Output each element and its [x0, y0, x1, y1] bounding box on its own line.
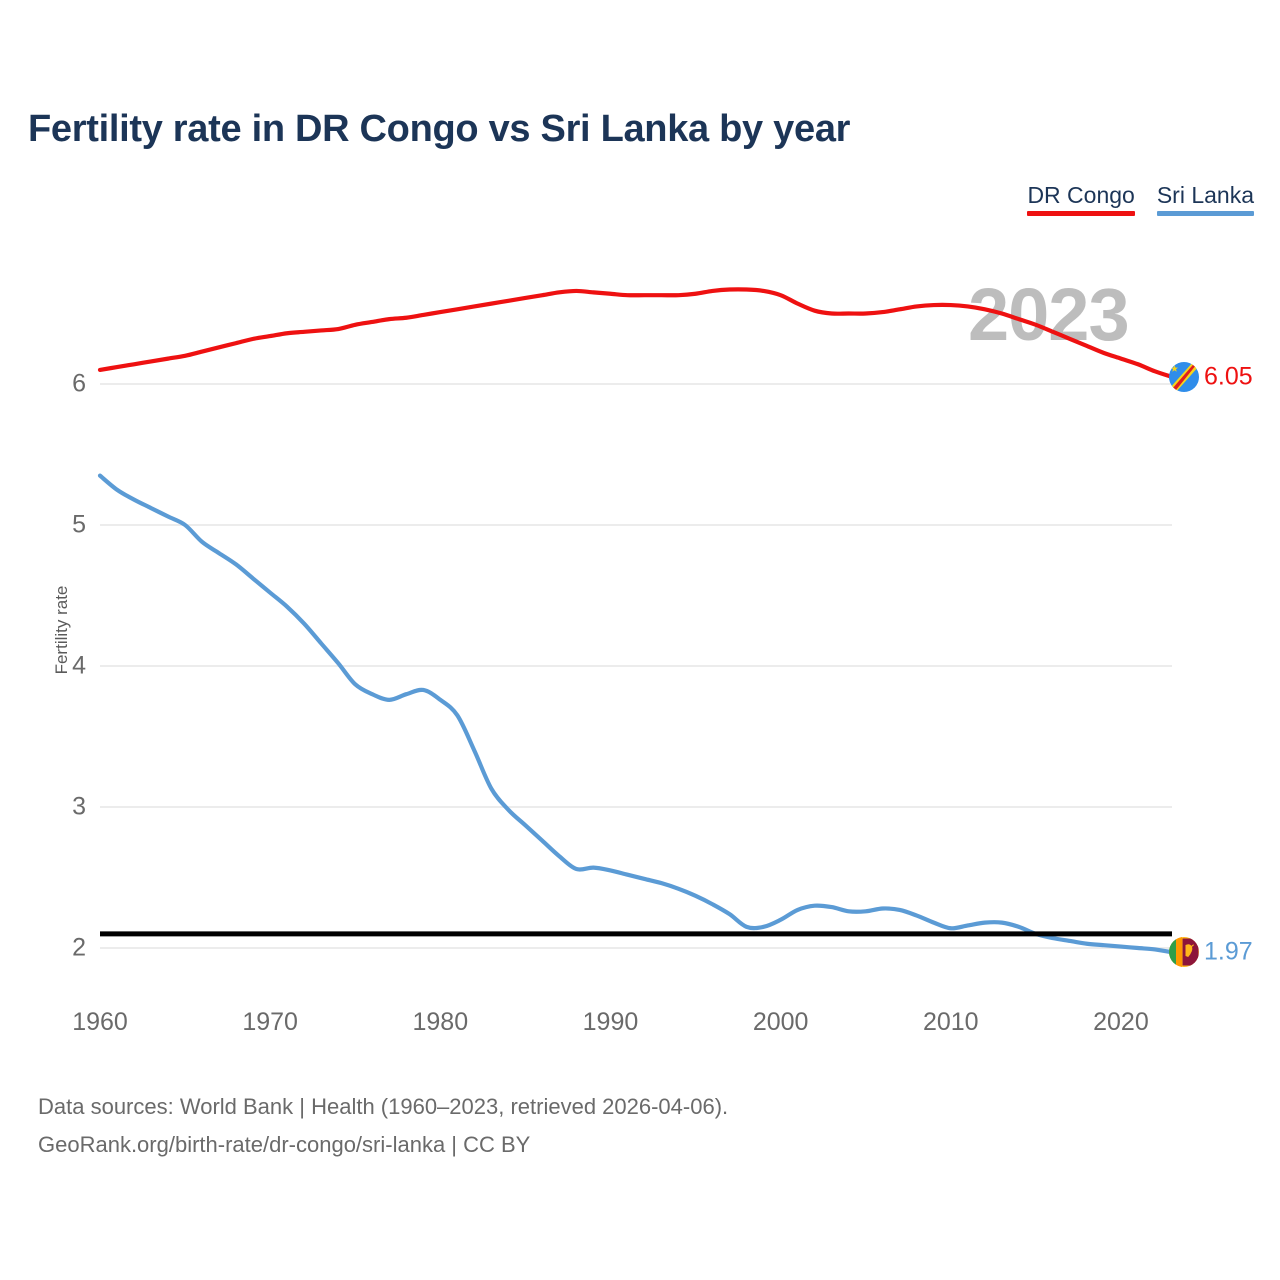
footer-attribution: Data sources: World Bank | Health (1960–… [38, 1088, 728, 1164]
footer-line-sources: Data sources: World Bank | Health (1960–… [38, 1094, 729, 1119]
x-axis-tick-2000: 2000 [752, 1008, 809, 1036]
legend-item-dr-congo[interactable]: DR Congo [1027, 182, 1135, 216]
x-axis-tick-1980: 1980 [412, 1008, 469, 1036]
x-axis-tick-1970: 1970 [242, 1008, 298, 1036]
legend-item-sri-lanka[interactable]: Sri Lanka [1156, 182, 1254, 216]
sri-lanka-flag-icon [1169, 937, 1199, 968]
footer-line-url: GeoRank.org/birth-rate/dr-congo/sri-lank… [38, 1132, 531, 1157]
x-axis-tick-1960: 1960 [72, 1008, 128, 1036]
series-line-sri-lanka [97, 473, 1175, 955]
legend-label-sri-lanka: Sri Lanka [1156, 182, 1254, 208]
y-axis-tick-5: 5 [72, 510, 86, 539]
x-axis-tick-2010: 2010 [922, 1008, 979, 1036]
x-axis-tick-1990: 1990 [582, 1008, 639, 1036]
chart-legend: DR Congo Sri Lanka [1027, 182, 1254, 216]
x-axis-tick-2020: 2020 [1093, 1008, 1149, 1036]
endpoint-label-sri-lanka: 1.97 [1204, 937, 1253, 966]
series-line-dr-congo [97, 287, 1175, 380]
y-axis-tick-4: 4 [72, 651, 86, 680]
endpoint-label-dr-congo: 6.05 [1204, 362, 1253, 391]
y-axis-tick-3: 3 [72, 792, 86, 821]
dr-congo-flag-icon [1169, 361, 1199, 392]
y-axis-tick-6: 6 [72, 369, 86, 398]
legend-color-swatch-dr-congo [1027, 211, 1135, 216]
legend-label-dr-congo: DR Congo [1027, 182, 1135, 208]
y-axis-tick-2: 2 [72, 933, 86, 962]
watermark-year: 2023 [968, 273, 1130, 356]
legend-color-swatch-sri-lanka [1156, 211, 1254, 216]
page-title: Fertility rate in DR Congo vs Sri Lanka … [28, 108, 851, 150]
